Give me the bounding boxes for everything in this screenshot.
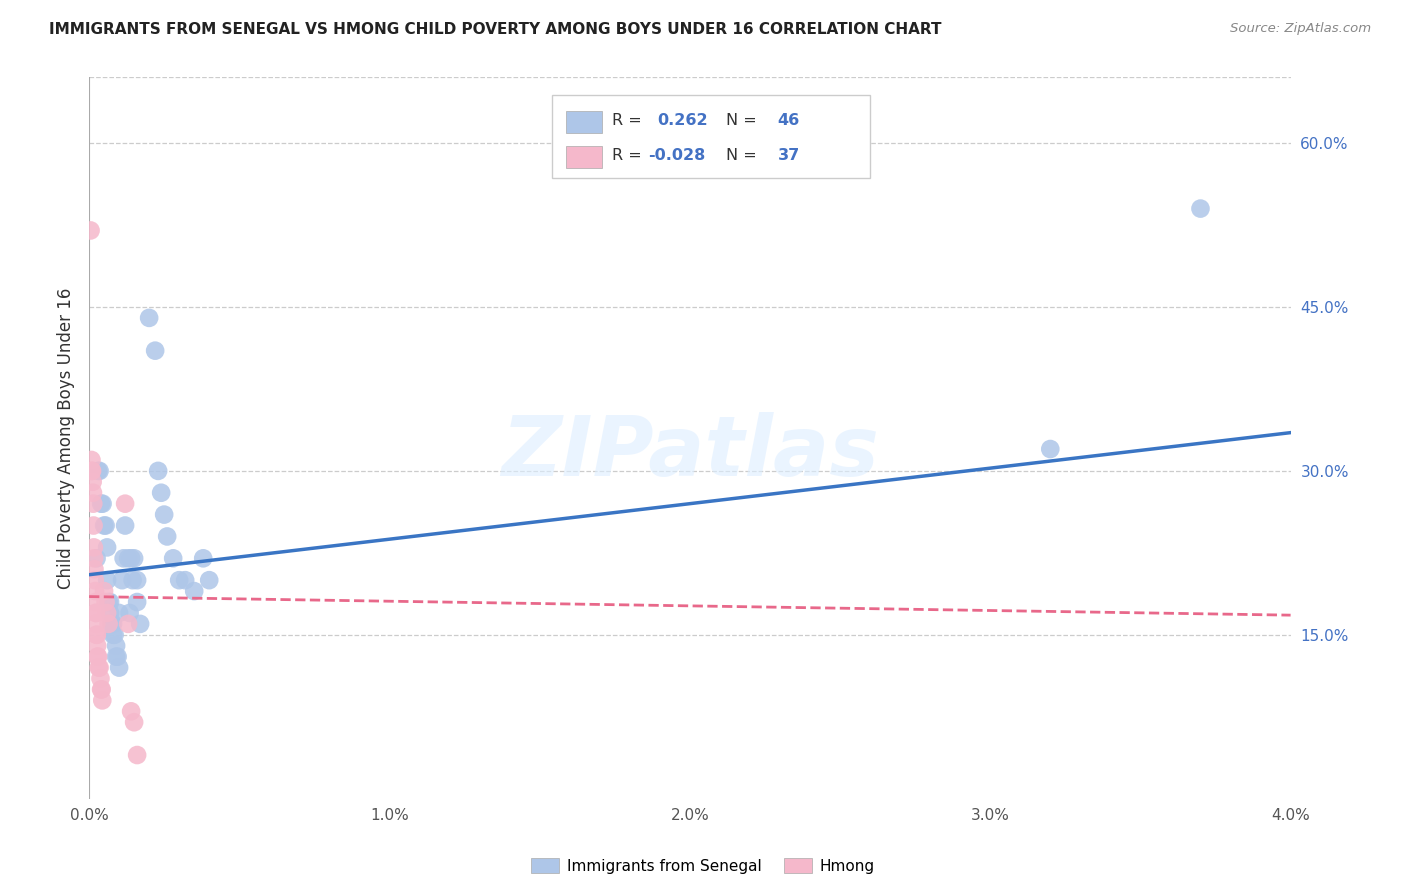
Text: 0.262: 0.262: [658, 113, 709, 128]
Point: [83, 562, 105, 576]
Point: [120, 704, 142, 718]
Point: [86, 628, 108, 642]
Point: [84, 595, 107, 609]
Point: [80, 464, 103, 478]
Point: [129, 616, 152, 631]
Point: [97, 616, 120, 631]
Point: [87, 649, 110, 664]
Point: [79, 223, 101, 237]
Point: [114, 518, 136, 533]
Point: [83, 551, 105, 566]
Point: [84, 606, 107, 620]
Point: [117, 616, 139, 631]
Point: [162, 551, 184, 566]
Point: [90, 497, 112, 511]
Point: [127, 595, 149, 609]
Point: [89, 464, 111, 478]
Point: [104, 628, 127, 642]
Point: [105, 649, 128, 664]
Point: [91, 693, 114, 707]
Point: [93, 518, 115, 533]
Point: [112, 551, 135, 566]
Point: [86, 639, 108, 653]
Point: [117, 551, 139, 566]
Point: [1189, 202, 1212, 216]
Point: [84, 584, 107, 599]
Point: [82, 485, 104, 500]
Point: [97, 595, 120, 609]
Point: [98, 606, 121, 620]
Text: R =: R =: [612, 148, 647, 163]
Point: [80, 453, 103, 467]
Point: [146, 464, 169, 478]
Point: [90, 682, 112, 697]
Point: [174, 573, 197, 587]
Point: [120, 551, 142, 566]
Y-axis label: Child Poverty Among Boys Under 16: Child Poverty Among Boys Under 16: [58, 287, 75, 589]
Point: [87, 660, 110, 674]
FancyBboxPatch shape: [567, 146, 602, 168]
Point: [156, 529, 179, 543]
Point: [100, 616, 122, 631]
Point: [89, 672, 111, 686]
Point: [101, 616, 124, 631]
FancyBboxPatch shape: [551, 95, 870, 178]
Point: [83, 573, 105, 587]
Point: [150, 485, 173, 500]
Point: [127, 747, 149, 762]
Legend: Immigrants from Senegal, Hmong: Immigrants from Senegal, Hmong: [526, 852, 880, 880]
Text: -0.028: -0.028: [648, 148, 704, 163]
Point: [138, 310, 160, 325]
Point: [86, 551, 108, 566]
Point: [101, 628, 124, 642]
Point: [94, 595, 117, 609]
Point: [193, 551, 215, 566]
Point: [89, 660, 111, 674]
Point: [198, 573, 221, 587]
Point: [84, 606, 107, 620]
Point: [167, 573, 190, 587]
Text: N =: N =: [725, 148, 762, 163]
Text: IMMIGRANTS FROM SENEGAL VS HMONG CHILD POVERTY AMONG BOYS UNDER 16 CORRELATION C: IMMIGRANTS FROM SENEGAL VS HMONG CHILD P…: [49, 22, 942, 37]
Text: Source: ZipAtlas.com: Source: ZipAtlas.com: [1230, 22, 1371, 36]
Point: [114, 497, 136, 511]
Text: N =: N =: [725, 113, 762, 128]
Point: [122, 715, 145, 730]
Point: [1039, 442, 1062, 456]
Point: [90, 682, 112, 697]
Point: [121, 573, 143, 587]
Point: [108, 606, 131, 620]
Point: [82, 497, 104, 511]
Point: [127, 573, 149, 587]
Point: [111, 573, 134, 587]
Point: [83, 518, 105, 533]
Point: [108, 660, 131, 674]
Point: [84, 616, 107, 631]
Point: [83, 541, 105, 555]
Point: [98, 595, 121, 609]
Point: [105, 639, 128, 653]
Point: [96, 541, 118, 555]
Point: [143, 343, 166, 358]
Point: [80, 464, 103, 478]
Point: [122, 551, 145, 566]
Point: [82, 475, 104, 489]
Point: [86, 628, 108, 642]
Point: [107, 649, 129, 664]
Point: [87, 464, 110, 478]
Point: [93, 584, 115, 599]
Point: [94, 518, 117, 533]
Point: [96, 573, 118, 587]
FancyBboxPatch shape: [567, 112, 602, 133]
Point: [91, 497, 114, 511]
Text: 46: 46: [778, 113, 800, 128]
Point: [86, 649, 108, 664]
Text: R =: R =: [612, 113, 647, 128]
Point: [118, 606, 141, 620]
Text: ZIPatlas: ZIPatlas: [501, 412, 879, 493]
Point: [96, 606, 118, 620]
Text: 37: 37: [778, 148, 800, 163]
Point: [153, 508, 176, 522]
Point: [183, 584, 205, 599]
